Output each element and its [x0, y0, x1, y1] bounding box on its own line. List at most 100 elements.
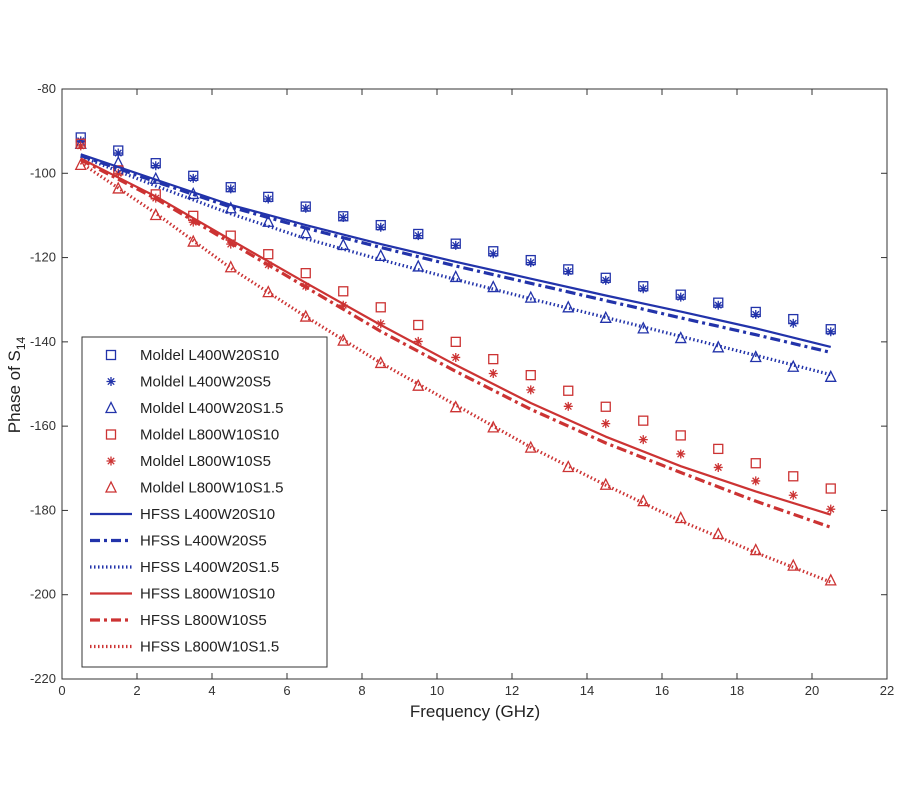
plot-area-frame	[61, 88, 888, 680]
data-point-moldel-l400w20s5	[488, 249, 498, 259]
data-point-moldel-l400w20s1-5	[787, 359, 800, 372]
y-tick-label: -180	[30, 502, 56, 517]
data-point-moldel-l800w10s10	[788, 471, 799, 482]
y-axis-title-subscript: 14	[14, 336, 28, 350]
data-point-moldel-l400w20s1-5	[299, 226, 312, 239]
legend-marker-swatch	[105, 349, 117, 361]
data-point-moldel-l400w20s1-5	[337, 237, 350, 251]
data-point-moldel-l800w10s1-5	[524, 440, 537, 453]
data-point-moldel-l800w10s5	[76, 141, 86, 151]
data-point-moldel-l800w10s1-5	[74, 157, 87, 171]
legend-label: HFSS L400W20S1.5	[140, 559, 279, 576]
data-point-moldel-l400w20s5	[526, 258, 536, 268]
data-point-moldel-l800w10s10	[713, 443, 724, 455]
y-tick-label: -140	[30, 334, 56, 349]
data-point-moldel-l800w10s1-5	[112, 181, 125, 194]
y-axis: -220 -200 -180 -160 -140 -120 -100 -80	[30, 81, 887, 686]
data-point-moldel-l400w20s5	[226, 184, 236, 194]
plot-series-group	[74, 132, 837, 586]
data-point-moldel-l800w10s10	[750, 458, 761, 469]
data-point-moldel-l400w20s1-5	[674, 331, 687, 344]
data-point-moldel-l800w10s1-5	[337, 333, 350, 346]
data-point-moldel-l800w10s10	[375, 302, 386, 313]
legend-marker-swatch	[106, 377, 116, 386]
data-point-moldel-l800w10s10	[675, 430, 686, 441]
x-tick-label: 16	[655, 683, 669, 698]
legend-label: Moldel L400W20S5	[140, 374, 271, 391]
series-line-hfss-l800w10s10	[80, 157, 832, 516]
data-point-moldel-l400w20s5	[788, 318, 798, 328]
data-point-moldel-l400w20s5	[826, 327, 836, 337]
data-point-moldel-l400w20s5	[563, 266, 573, 276]
x-tick-label: 12	[505, 683, 519, 698]
legend-label: HFSS L400W20S10	[140, 506, 275, 523]
data-point-moldel-l400w20s5	[113, 148, 123, 158]
legend-label: HFSS L800W10S1.5	[140, 639, 279, 656]
y-tick-label: -120	[30, 250, 56, 265]
data-point-moldel-l800w10s1-5	[787, 558, 800, 571]
data-point-moldel-l400w20s1-5	[487, 280, 500, 293]
data-point-moldel-l800w10s5	[413, 336, 423, 346]
data-point-moldel-l400w20s5	[151, 161, 161, 171]
data-point-moldel-l800w10s1-5	[374, 355, 387, 369]
series-line-hfss-l400w20s10	[80, 153, 832, 348]
y-tick-label: -160	[30, 418, 56, 433]
x-tick-label: 18	[730, 683, 744, 698]
data-point-moldel-l800w10s5	[563, 401, 573, 411]
data-point-moldel-l400w20s5	[601, 275, 611, 285]
data-point-moldel-l800w10s5	[638, 435, 648, 445]
data-point-moldel-l800w10s10	[600, 401, 611, 412]
data-point-moldel-l800w10s5	[601, 419, 611, 429]
legend-box	[81, 336, 328, 668]
legend-label: HFSS L800W10S10	[140, 586, 275, 603]
y-tick-label: -200	[30, 587, 56, 602]
data-point-moldel-l800w10s5	[526, 385, 536, 395]
data-point-moldel-l800w10s5	[826, 504, 836, 514]
legend-label: Moldel L400W20S10	[140, 347, 279, 364]
data-point-moldel-l800w10s1-5	[599, 477, 612, 490]
legend-label: Moldel L800W10S5	[140, 453, 271, 470]
data-point-moldel-l800w10s5	[751, 476, 761, 486]
data-point-moldel-l400w20s5	[301, 203, 311, 213]
x-tick-label: 10	[430, 683, 444, 698]
data-point-moldel-l400w20s5	[713, 300, 723, 310]
data-point-moldel-l800w10s5	[788, 490, 798, 500]
series-line-hfss-l800w10s1-5	[79, 161, 832, 584]
x-tick-label: 14	[580, 683, 594, 698]
data-point-moldel-l800w10s10	[563, 385, 574, 396]
legend-marker-swatch	[106, 456, 116, 466]
legend-label: Moldel L800W10S1.5	[140, 480, 283, 497]
legend-label: HFSS L400W20S5	[140, 533, 267, 550]
x-tick-label: 4	[208, 683, 215, 698]
data-point-moldel-l800w10s10	[450, 336, 461, 348]
y-tick-label: -220	[30, 671, 56, 686]
data-point-moldel-l400w20s1-5	[524, 290, 537, 303]
data-point-moldel-l400w20s1-5	[637, 321, 650, 334]
data-point-moldel-l800w10s5	[113, 168, 123, 178]
data-point-moldel-l800w10s1-5	[712, 527, 725, 540]
data-point-moldel-l800w10s10	[300, 268, 311, 279]
x-tick-label: 22	[880, 683, 894, 698]
data-point-moldel-l800w10s1-5	[299, 309, 312, 322]
data-point-moldel-l400w20s5	[376, 222, 386, 232]
series-line-hfss-l800w10s5	[80, 158, 832, 529]
series-line-hfss-l400w20s1-5	[80, 154, 832, 377]
legend-label: HFSS L800W10S5	[140, 612, 267, 629]
y-axis-title: Phase of S14	[5, 336, 28, 433]
data-point-moldel-l800w10s1-5	[637, 494, 650, 507]
legend-label: Moldel L800W10S10	[140, 427, 279, 444]
data-point-moldel-l400w20s5	[451, 240, 461, 250]
series-line-hfss-l400w20s5	[80, 154, 832, 354]
x-tick-label: 2	[133, 683, 140, 698]
x-axis-title: Frequency (GHz)	[410, 702, 540, 721]
data-point-moldel-l800w10s1-5	[749, 543, 762, 556]
data-point-moldel-l400w20s5	[76, 136, 86, 146]
x-tick-label: 8	[358, 683, 365, 698]
data-point-moldel-l400w20s5	[263, 194, 273, 204]
data-point-moldel-l400w20s5	[751, 309, 761, 319]
data-point-moldel-l800w10s1-5	[412, 378, 425, 391]
x-tick-label: 20	[805, 683, 819, 698]
data-point-moldel-l800w10s5	[338, 300, 348, 310]
y-tick-label: -80	[37, 81, 56, 96]
